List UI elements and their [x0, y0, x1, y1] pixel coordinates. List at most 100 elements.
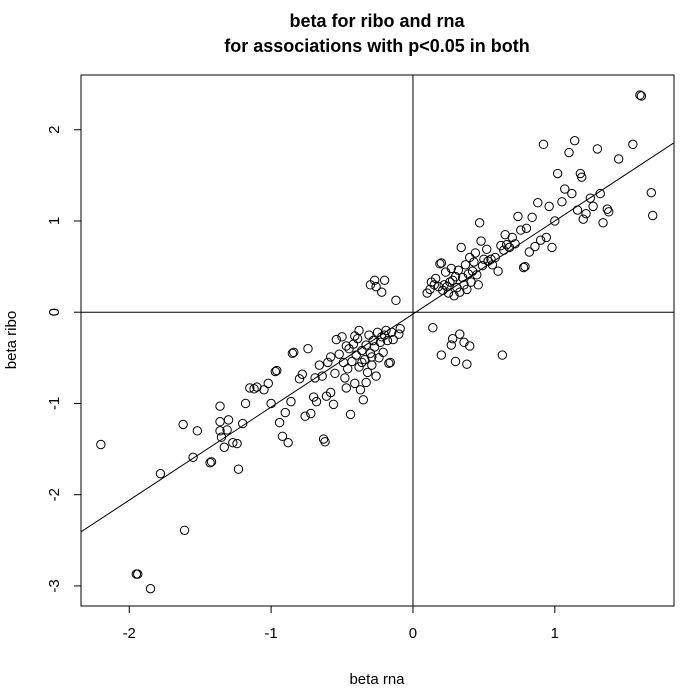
data-point [386, 327, 397, 337]
data-point [447, 333, 458, 344]
data-point [465, 341, 475, 351]
data-point [428, 323, 438, 333]
data-point [445, 277, 455, 287]
data-point [179, 525, 190, 535]
y-tick-label: 1 [46, 217, 63, 225]
data-point [323, 357, 333, 368]
data-point [215, 417, 225, 427]
data-point [527, 212, 537, 223]
data-point [325, 352, 336, 362]
data-point [96, 439, 106, 450]
data-point [567, 188, 577, 199]
data-point [430, 273, 441, 284]
data-points [96, 90, 658, 594]
data-point [232, 438, 242, 449]
data-point [306, 408, 316, 419]
y-tick-label: 0 [46, 308, 63, 316]
data-point [364, 330, 374, 340]
data-point [280, 407, 290, 418]
data-point [328, 399, 339, 410]
data-point [330, 368, 340, 379]
data-point [371, 371, 381, 381]
data-point [318, 434, 329, 444]
data-point [155, 469, 166, 479]
data-point [482, 244, 492, 254]
data-point [240, 398, 251, 409]
data-point [455, 329, 465, 339]
data-point [303, 344, 313, 354]
data-point [560, 184, 570, 194]
data-point [311, 396, 322, 407]
data-point [272, 365, 282, 376]
data-point [308, 392, 319, 402]
data-point [145, 583, 156, 594]
data-point [354, 362, 364, 372]
data-point [446, 340, 456, 350]
data-point [178, 419, 188, 430]
data-point [367, 360, 377, 370]
data-point [557, 197, 567, 207]
data-point [270, 366, 281, 377]
data-point [436, 350, 447, 360]
data-point [384, 358, 394, 369]
data-point [314, 360, 325, 370]
data-point [460, 260, 471, 270]
data-point [287, 348, 298, 358]
data-point [266, 398, 276, 409]
data-point [367, 352, 377, 362]
plot-frame [80, 74, 675, 607]
data-point [297, 369, 308, 379]
data-point [355, 385, 366, 395]
data-point [443, 288, 454, 298]
data-point [215, 401, 225, 411]
data-point [206, 457, 217, 467]
data-point [446, 263, 456, 274]
data-point [435, 259, 445, 269]
data-point [369, 342, 380, 352]
data-point [331, 334, 342, 345]
data-point [569, 135, 580, 146]
data-point [289, 347, 299, 358]
data-point [550, 216, 560, 226]
data-point [595, 188, 605, 199]
data-point [216, 432, 227, 442]
data-point [286, 396, 296, 407]
data-point [598, 218, 608, 228]
data-point [544, 201, 554, 212]
data-point [274, 417, 285, 428]
data-point [341, 383, 351, 393]
data-point [472, 270, 482, 280]
data-point [533, 198, 543, 208]
data-point [572, 205, 583, 215]
data-point [300, 411, 310, 421]
data-point [462, 359, 472, 369]
data-point [347, 356, 357, 367]
data-point [547, 242, 557, 253]
data-point [395, 323, 405, 334]
data-point [343, 364, 353, 374]
chart-title-line1: beta for ribo and rna [289, 11, 465, 31]
data-point [513, 211, 523, 222]
data-point [497, 350, 508, 360]
data-point [490, 252, 500, 263]
data-point [456, 242, 466, 253]
data-point [538, 139, 549, 150]
data-point [337, 332, 347, 342]
data-point [205, 458, 215, 468]
data-point [238, 418, 248, 429]
y-axis-label: beta ribo [3, 311, 20, 369]
data-point [648, 210, 658, 221]
data-point [259, 385, 269, 395]
x-tick-label: 0 [409, 625, 417, 642]
y-tick-label: 2 [46, 126, 63, 134]
data-point [628, 139, 638, 150]
data-point [320, 437, 330, 447]
data-point [223, 415, 234, 425]
data-point [381, 325, 391, 336]
data-point [368, 335, 378, 346]
data-point [357, 357, 367, 368]
data-point [365, 280, 376, 290]
data-point [345, 409, 356, 420]
data-point [325, 387, 336, 398]
